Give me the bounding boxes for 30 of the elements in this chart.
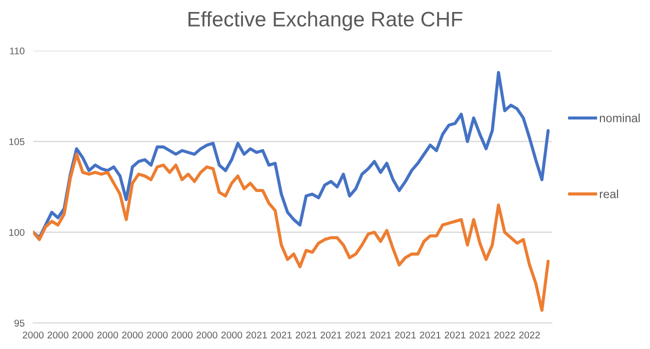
x-tick-label: 2021 bbox=[395, 332, 416, 338]
line-series bbox=[33, 152, 550, 312]
x-tick-label: 2000 bbox=[22, 332, 44, 338]
x-tick-label: 2022 bbox=[494, 332, 516, 338]
x-tick-label: 2021 bbox=[345, 332, 366, 338]
x-tick-label: 2000 bbox=[72, 332, 94, 338]
x-tick-label: 2000 bbox=[196, 332, 218, 338]
legend-label: real bbox=[600, 190, 618, 198]
x-tick-label: 2021 bbox=[444, 332, 466, 338]
x-tick-label: 2000 bbox=[48, 332, 68, 338]
x-tick-label: 2000 bbox=[122, 332, 143, 338]
y-tick-label: 105 bbox=[9, 138, 24, 146]
x-tick-label: 2021 bbox=[420, 332, 441, 338]
x-tick-label: 2021 bbox=[246, 332, 267, 338]
x-tick-label: 2021 bbox=[296, 332, 316, 338]
x-tick-label: 2021 bbox=[470, 332, 490, 338]
x-tick-label: 2021 bbox=[271, 332, 292, 338]
chart-title: Effective Exchange Rate CHF bbox=[188, 11, 462, 31]
x-tick-label: 2000 bbox=[172, 332, 192, 338]
x-tick-label: 2021 bbox=[320, 332, 342, 338]
x-tick-label: 2000 bbox=[221, 332, 242, 338]
x-tick-label: 2022 bbox=[519, 332, 540, 338]
y-tick-label: 100 bbox=[9, 228, 24, 236]
x-tick-label: 2000 bbox=[97, 332, 118, 338]
x-tick-label: 2021 bbox=[370, 332, 391, 338]
legend-label: nominal bbox=[600, 114, 640, 122]
y-tick-label: 110 bbox=[10, 48, 24, 54]
line-series bbox=[33, 71, 550, 240]
x-tick-label: 2000 bbox=[146, 332, 168, 338]
y-tick-label: 95 bbox=[14, 320, 24, 327]
